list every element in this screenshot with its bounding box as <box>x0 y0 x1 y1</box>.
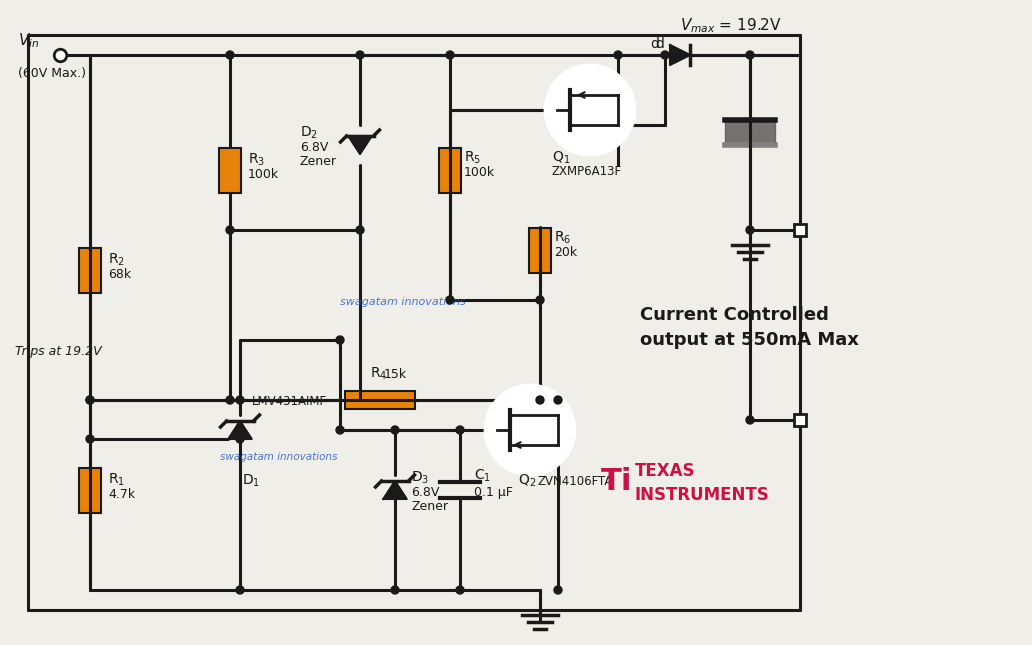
Text: $V_{max}$ = 19.2V: $V_{max}$ = 19.2V <box>680 16 782 35</box>
Circle shape <box>545 65 635 155</box>
Text: Q$_1$: Q$_1$ <box>552 150 571 166</box>
Text: 15k: 15k <box>384 368 408 381</box>
Bar <box>794 224 806 236</box>
Text: Q$_2$: Q$_2$ <box>518 473 537 490</box>
Circle shape <box>456 586 464 594</box>
Circle shape <box>485 385 575 475</box>
Circle shape <box>391 426 399 434</box>
Circle shape <box>554 396 562 404</box>
Circle shape <box>614 51 622 59</box>
Circle shape <box>236 435 244 443</box>
Text: R$_4$: R$_4$ <box>370 366 387 382</box>
Text: R$_2$: R$_2$ <box>108 252 125 268</box>
Polygon shape <box>228 421 252 439</box>
Text: R$_5$: R$_5$ <box>464 150 481 166</box>
Text: Zener: Zener <box>411 500 448 513</box>
Text: R$_3$: R$_3$ <box>248 152 265 168</box>
Text: 4.7k: 4.7k <box>108 488 135 501</box>
Text: $\mathbf{T}$$\mathbf{i}$: $\mathbf{T}$$\mathbf{i}$ <box>600 467 631 496</box>
Circle shape <box>236 586 244 594</box>
Text: 20k: 20k <box>554 246 577 259</box>
FancyBboxPatch shape <box>219 148 241 192</box>
Circle shape <box>446 51 454 59</box>
Circle shape <box>226 51 234 59</box>
FancyBboxPatch shape <box>529 228 551 272</box>
Text: D$_1$: D$_1$ <box>241 473 260 490</box>
Text: D$_2$: D$_2$ <box>300 125 318 141</box>
Circle shape <box>456 426 464 434</box>
Circle shape <box>226 226 234 234</box>
Polygon shape <box>670 45 690 65</box>
Text: d: d <box>650 37 658 51</box>
Circle shape <box>746 416 754 424</box>
FancyBboxPatch shape <box>79 468 101 513</box>
Circle shape <box>536 396 544 404</box>
Text: R$_1$: R$_1$ <box>108 472 125 488</box>
Circle shape <box>86 435 94 443</box>
Polygon shape <box>349 136 372 154</box>
Circle shape <box>336 336 344 344</box>
Circle shape <box>746 226 754 234</box>
Text: swagatam innovations: swagatam innovations <box>220 452 337 462</box>
FancyBboxPatch shape <box>79 248 101 292</box>
Text: ZVN4106FTA: ZVN4106FTA <box>538 475 613 488</box>
Circle shape <box>356 51 364 59</box>
Text: 100k: 100k <box>248 168 279 181</box>
Text: D$_3$: D$_3$ <box>411 470 429 486</box>
Text: 6.8V: 6.8V <box>300 141 328 154</box>
Text: (60V Max.): (60V Max.) <box>18 67 86 80</box>
Circle shape <box>662 51 669 59</box>
Text: swagatam innovations: swagatam innovations <box>340 297 465 307</box>
Circle shape <box>746 51 754 59</box>
Text: TEXAS
INSTRUMENTS: TEXAS INSTRUMENTS <box>635 462 770 504</box>
Circle shape <box>391 586 399 594</box>
Text: ZXMP6A13F: ZXMP6A13F <box>552 165 622 178</box>
Text: LMV431AIMF: LMV431AIMF <box>252 395 327 408</box>
Circle shape <box>86 396 94 404</box>
Text: output at 550mA Max: output at 550mA Max <box>640 331 859 349</box>
Text: d: d <box>655 37 664 51</box>
Text: R$_6$: R$_6$ <box>554 230 572 246</box>
Text: $V_{in}$: $V_{in}$ <box>18 32 39 50</box>
FancyBboxPatch shape <box>345 391 415 409</box>
Circle shape <box>536 296 544 304</box>
Circle shape <box>86 396 94 404</box>
Circle shape <box>554 586 562 594</box>
Text: Trips at 19.2V: Trips at 19.2V <box>15 345 101 358</box>
FancyBboxPatch shape <box>439 148 461 192</box>
Text: 0.1 μF: 0.1 μF <box>474 486 513 499</box>
Circle shape <box>446 296 454 304</box>
Text: 6.8V: 6.8V <box>411 486 440 499</box>
Text: C$_1$: C$_1$ <box>474 468 491 484</box>
Text: Current Controlled: Current Controlled <box>640 306 829 324</box>
Circle shape <box>356 226 364 234</box>
Circle shape <box>226 396 234 404</box>
Circle shape <box>236 396 244 404</box>
Polygon shape <box>383 481 407 499</box>
Text: 68k: 68k <box>108 268 131 281</box>
Text: 100k: 100k <box>464 166 495 179</box>
Text: Zener: Zener <box>300 155 337 168</box>
Bar <box>794 414 806 426</box>
Circle shape <box>336 426 344 434</box>
